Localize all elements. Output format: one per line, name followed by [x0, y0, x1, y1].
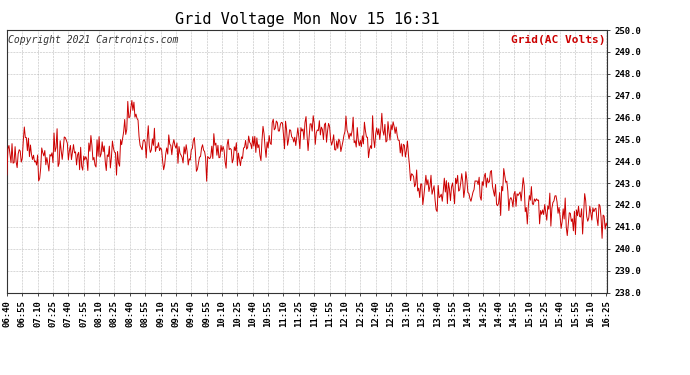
Title: Grid Voltage Mon Nov 15 16:31: Grid Voltage Mon Nov 15 16:31 [175, 12, 440, 27]
Text: Copyright 2021 Cartronics.com: Copyright 2021 Cartronics.com [8, 35, 179, 45]
Text: Grid(AC Volts): Grid(AC Volts) [511, 35, 606, 45]
